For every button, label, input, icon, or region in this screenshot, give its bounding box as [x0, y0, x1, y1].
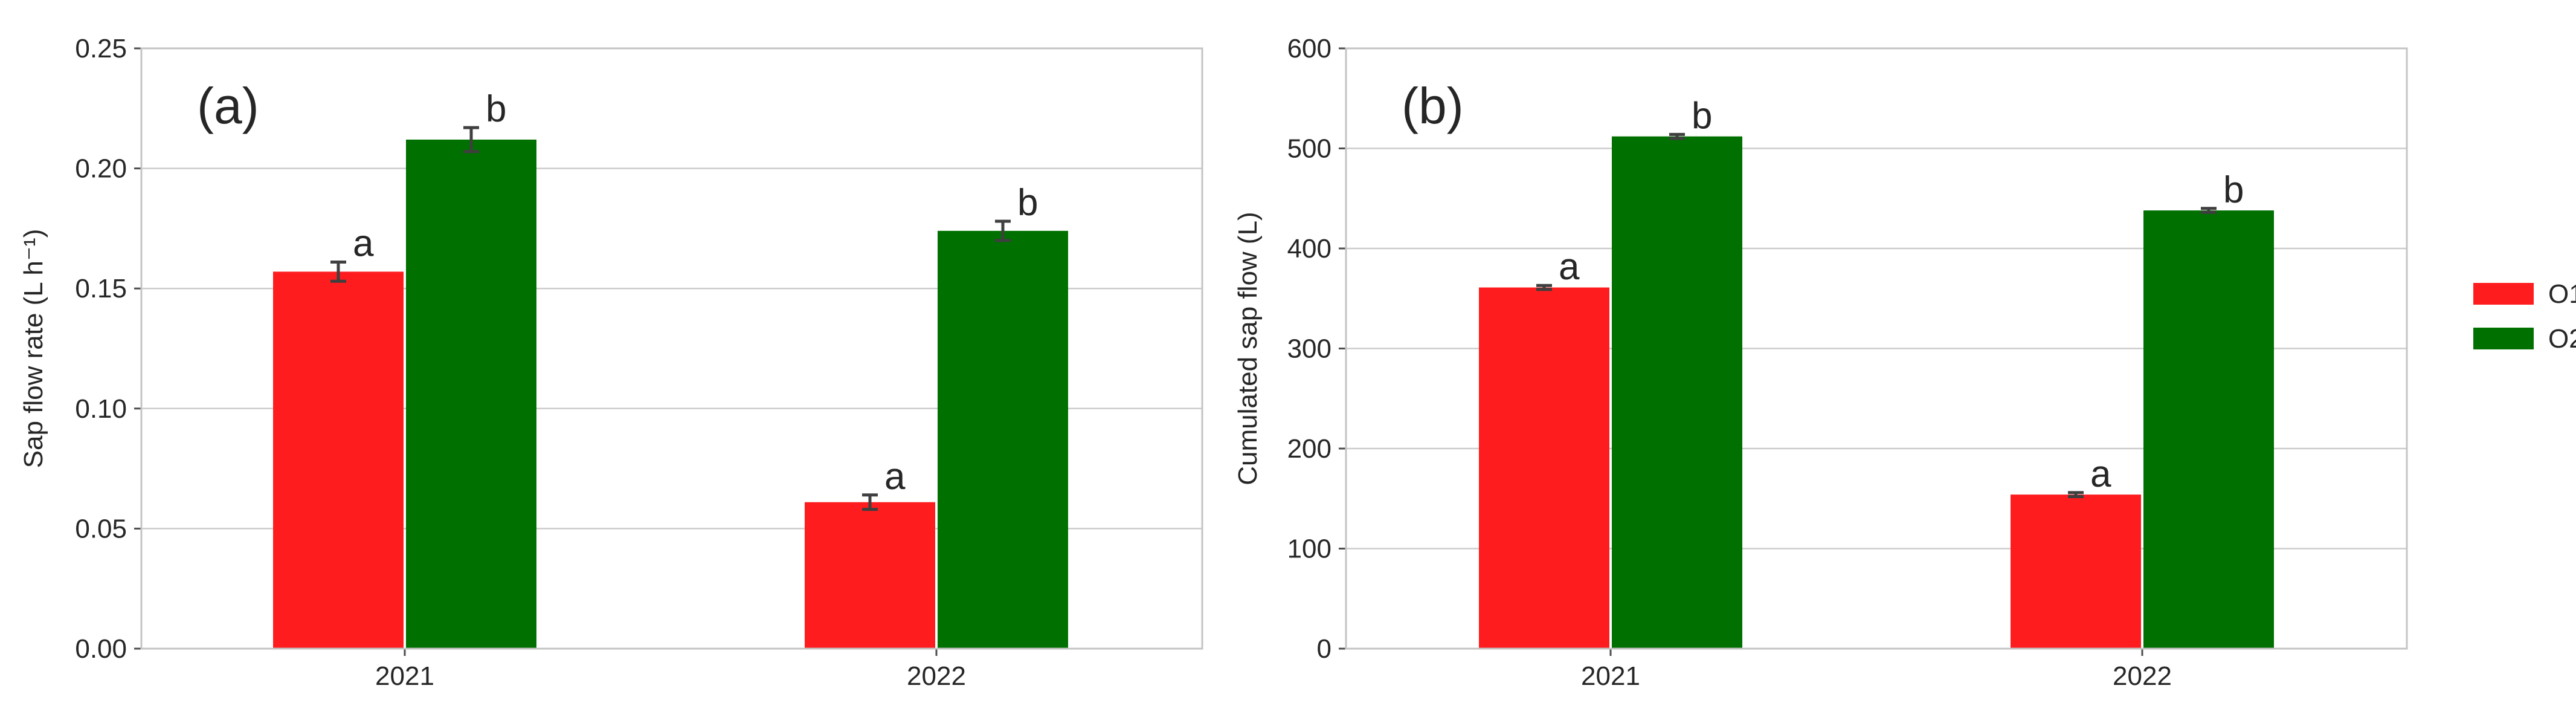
- significance-letter: a: [884, 456, 906, 498]
- legend-label-o1: O1: [2548, 279, 2576, 309]
- y-tick-label: 400: [1287, 234, 1331, 264]
- y-axis-label: Sap flow rate (L h⁻¹): [19, 229, 48, 468]
- y-axis-label: Cumulated sap flow (L): [1233, 212, 1263, 485]
- y-tick-label: 0.00: [75, 634, 127, 664]
- bar-o2-2022: [2143, 210, 2274, 649]
- y-tick-label: 100: [1287, 534, 1331, 564]
- panel-label: (a): [197, 77, 259, 134]
- y-tick-label: 200: [1287, 434, 1331, 464]
- panel-label: (b): [1402, 77, 1464, 134]
- bar-o2-2022: [938, 230, 1068, 649]
- legend-swatch-o1: [2473, 283, 2534, 305]
- bar-o2-2021: [1612, 136, 1742, 649]
- legend-swatch-o2: [2473, 328, 2534, 349]
- y-tick-label: 0.15: [75, 274, 127, 303]
- plot-frame: [140, 47, 1203, 650]
- legend: O1 O2: [2473, 279, 2576, 354]
- y-tick-label: 300: [1287, 334, 1331, 364]
- bar-o1-2022: [2011, 494, 2141, 649]
- plot-frame: [1345, 47, 2408, 650]
- y-tick-label: 0: [1317, 634, 1331, 664]
- significance-letter: b: [1692, 95, 1712, 137]
- significance-letter: b: [486, 88, 506, 130]
- x-tick-label: 2022: [2113, 661, 2172, 691]
- significance-letter: a: [2090, 453, 2111, 495]
- bar-o1-2022: [805, 502, 935, 649]
- y-tick-label: 0.05: [75, 514, 127, 543]
- y-tick-label: 0.20: [75, 154, 127, 184]
- significance-letter: b: [1017, 182, 1038, 224]
- bar-o1-2021: [273, 271, 404, 649]
- significance-letter: b: [2223, 169, 2244, 211]
- x-tick-label: 2021: [375, 661, 434, 691]
- significance-letter: a: [1559, 246, 1580, 288]
- x-tick-label: 2021: [1581, 661, 1640, 691]
- y-tick-label: 0.10: [75, 394, 127, 424]
- y-tick-label: 0.25: [75, 34, 127, 63]
- bar-o2-2021: [406, 139, 536, 649]
- bar-o1-2021: [1479, 287, 1609, 649]
- legend-label-o2: O2: [2548, 324, 2576, 354]
- y-tick-label: 500: [1287, 134, 1331, 164]
- panel-a: 0.00 0.05 0.10 0.15 0.20 0.25 a b 2021 a b 2022 (a) S…: [19, 34, 1203, 691]
- panel-b: 0 100 200 300 400 500 600 a b 2021 a b 2022 (b) Cumula…: [1233, 34, 2408, 691]
- x-tick-label: 2022: [907, 661, 966, 691]
- significance-letter: a: [353, 223, 374, 265]
- y-tick-label: 600: [1287, 34, 1331, 63]
